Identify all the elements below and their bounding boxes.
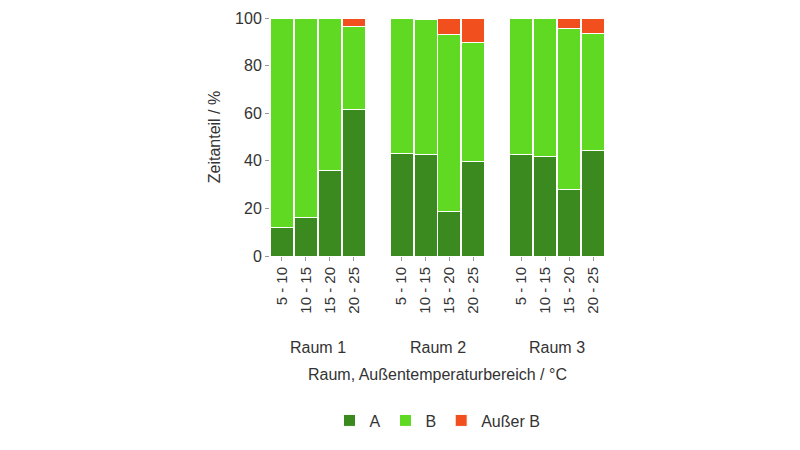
svg-text:15 - 20: 15 - 20 [321, 267, 338, 314]
svg-text:Raum 1: Raum 1 [290, 339, 346, 356]
svg-text:0: 0 [253, 248, 262, 265]
svg-text:A: A [370, 413, 381, 430]
svg-text:5 - 10: 5 - 10 [392, 267, 409, 305]
svg-text:Raum, Außentemperaturbereich /: Raum, Außentemperaturbereich / °C [308, 366, 567, 383]
svg-text:100: 100 [235, 10, 262, 27]
svg-text:Zeitanteil / %: Zeitanteil / % [206, 91, 223, 183]
svg-text:B: B [426, 413, 437, 430]
svg-text:5 - 10: 5 - 10 [512, 267, 529, 305]
svg-text:20 - 25: 20 - 25 [584, 267, 601, 314]
svg-text:5 - 10: 5 - 10 [273, 267, 290, 305]
svg-text:20: 20 [244, 200, 262, 217]
svg-text:10 - 15: 10 - 15 [416, 267, 433, 314]
svg-text:15 - 20: 15 - 20 [560, 267, 577, 314]
svg-text:10 - 15: 10 - 15 [536, 267, 553, 314]
svg-text:80: 80 [244, 57, 262, 74]
svg-text:20 - 25: 20 - 25 [464, 267, 481, 314]
svg-text:Außer B: Außer B [481, 413, 540, 430]
svg-text:40: 40 [244, 152, 262, 169]
svg-text:20 - 25: 20 - 25 [345, 267, 362, 314]
svg-text:60: 60 [244, 105, 262, 122]
svg-text:10 - 15: 10 - 15 [297, 267, 314, 314]
svg-text:Raum 2: Raum 2 [410, 339, 466, 356]
svg-text:Raum 3: Raum 3 [529, 339, 585, 356]
svg-text:15 - 20: 15 - 20 [440, 267, 457, 314]
